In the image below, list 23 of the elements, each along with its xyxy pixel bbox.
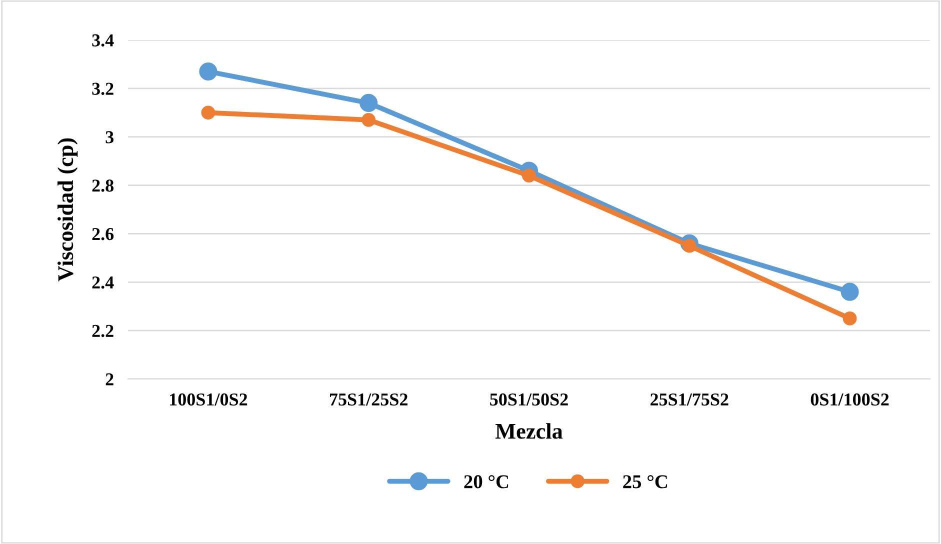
x-tick-label: 0S1/100S2	[810, 393, 889, 406]
y-tick-label: 2.2	[92, 324, 114, 338]
point	[362, 112, 376, 127]
point	[199, 62, 218, 81]
point	[840, 282, 859, 301]
x-tick-label: 25S1/75S2	[650, 393, 728, 406]
x-axis-title: Mezcla	[495, 423, 563, 439]
x-tick-label: 75S1/25S2	[330, 393, 408, 406]
point	[360, 94, 378, 112]
x-tick-label: 50S1/50S2	[490, 393, 568, 406]
y-tick-label: 3	[106, 131, 114, 144]
y-tick-label: 3.2	[92, 82, 114, 95]
y-axis-title: Viscosidad (cp)	[58, 138, 78, 282]
point	[842, 312, 857, 326]
y-tick-label: 2.4	[92, 276, 114, 289]
point	[201, 106, 216, 120]
y-tick-label: 2.8	[92, 180, 114, 192]
x-tick-label: 100S1/0S2	[170, 393, 248, 406]
y-tick-label: 2.6	[92, 228, 114, 240]
legend-label: 25 °C	[623, 475, 667, 488]
y-tick-label: 3.4	[92, 34, 114, 47]
legend-label: 20 °C	[464, 475, 508, 488]
y-tick-label: 2	[106, 373, 114, 386]
